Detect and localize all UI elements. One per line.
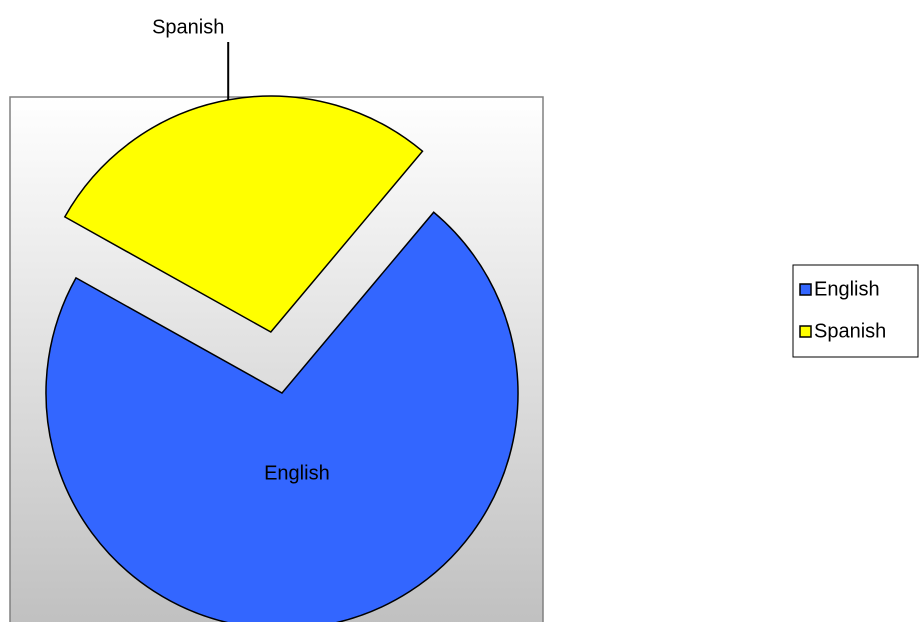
legend-swatch [799,325,812,338]
legend-label: English [814,278,880,300]
data-label: English [264,463,330,485]
legend-label: Spanish [814,320,886,342]
data-label: Spanish [152,16,224,38]
pie-slice [63,95,424,333]
legend-box [792,264,919,358]
legend-swatch [799,283,812,296]
pie-slice [45,211,519,622]
